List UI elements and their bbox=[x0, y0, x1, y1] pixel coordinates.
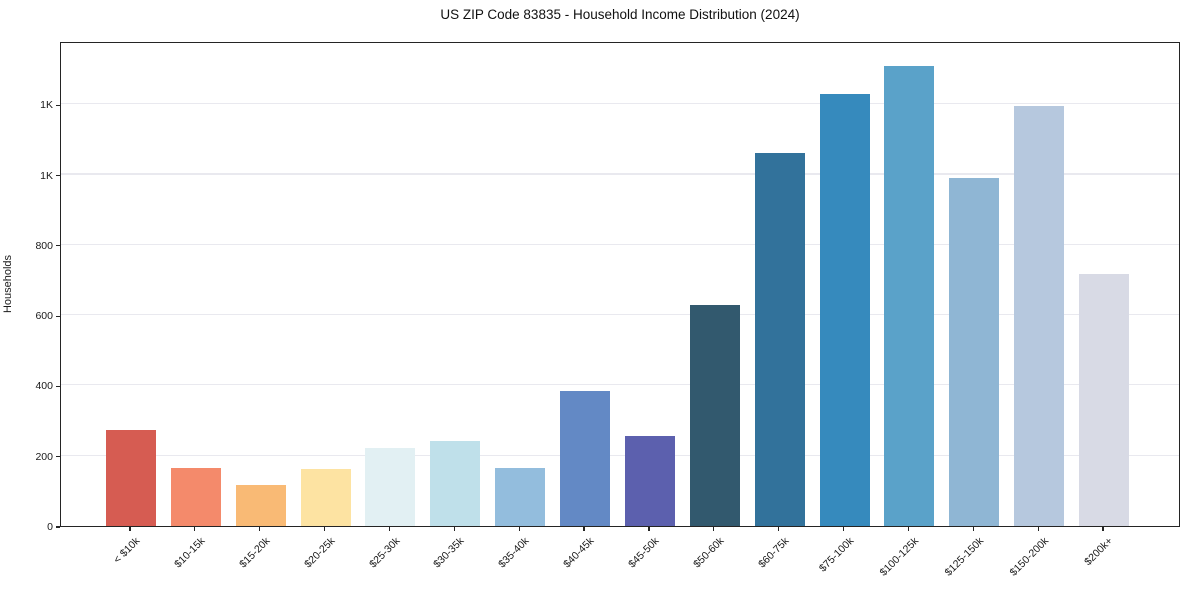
x-tick-label: $10-15k bbox=[172, 535, 208, 571]
x-tick-mark bbox=[648, 527, 650, 531]
gridline bbox=[61, 384, 1179, 386]
bar-$150-200k bbox=[1014, 105, 1065, 526]
y-tick-mark bbox=[56, 315, 60, 317]
x-tick-mark bbox=[778, 527, 780, 531]
x-tick-label: $125-150k bbox=[942, 535, 986, 579]
chart-title: US ZIP Code 83835 - Household Income Dis… bbox=[440, 7, 800, 22]
x-tick-label: $45-50k bbox=[626, 535, 662, 571]
x-tick-label: < $10k bbox=[111, 535, 143, 566]
x-tick-mark bbox=[713, 527, 715, 531]
gridline bbox=[61, 313, 1179, 316]
x-tick-label: $15-20k bbox=[236, 535, 273, 571]
bar-$60-75k bbox=[754, 152, 805, 526]
y-tick-label: 1K bbox=[40, 169, 53, 182]
bar-$100-125k bbox=[884, 65, 935, 526]
y-tick-label: 1K bbox=[40, 99, 53, 112]
x-tick-mark bbox=[324, 527, 326, 531]
x-tick-label: $30-35k bbox=[431, 535, 467, 571]
plot-inner bbox=[61, 43, 1179, 526]
y-tick-label: 200 bbox=[35, 450, 53, 463]
y-tick-mark bbox=[56, 104, 60, 106]
x-tick-mark bbox=[194, 527, 196, 531]
bar-$75-100k bbox=[819, 94, 870, 526]
y-tick-mark bbox=[56, 526, 60, 528]
x-tick-mark bbox=[583, 527, 585, 531]
x-tick-mark bbox=[388, 527, 391, 531]
x-tick-label: $150-200k bbox=[1007, 535, 1051, 579]
gridline bbox=[61, 454, 1179, 456]
bar-$125-150k bbox=[949, 178, 1000, 526]
x-tick-label: $100-125k bbox=[877, 535, 921, 579]
x-tick-mark bbox=[1102, 527, 1104, 531]
x-tick-mark bbox=[842, 527, 845, 531]
bar-$15-20k bbox=[235, 484, 286, 526]
x-tick-mark bbox=[259, 527, 261, 531]
x-tick-label: $200k+ bbox=[1082, 535, 1116, 569]
bar-$45-50k bbox=[624, 436, 675, 526]
y-tick-mark bbox=[56, 456, 60, 458]
x-tick-label: $20-25k bbox=[301, 535, 338, 571]
x-tick-label: $75-100k bbox=[816, 535, 857, 575]
x-tick-mark bbox=[518, 527, 520, 531]
x-tick-mark bbox=[453, 527, 455, 531]
y-tick-mark bbox=[56, 174, 60, 177]
x-tick-label: $50-60k bbox=[690, 535, 727, 571]
x-tick-label: $60-75k bbox=[755, 535, 792, 571]
bar-$40-45k bbox=[560, 391, 611, 526]
x-tick-mark bbox=[972, 527, 974, 531]
y-tick-label: 400 bbox=[35, 380, 53, 393]
bar-$30-35k bbox=[430, 440, 481, 526]
bar-$10-15k bbox=[170, 467, 221, 526]
y-tick-label: 800 bbox=[35, 239, 53, 252]
bar-$50-60k bbox=[689, 305, 740, 526]
gridline bbox=[61, 243, 1179, 245]
gridline bbox=[61, 103, 1179, 105]
bar-$25-30k bbox=[365, 448, 416, 526]
bar-< $10k bbox=[106, 430, 156, 526]
plot-area bbox=[60, 42, 1180, 527]
x-tick-label: $35-40k bbox=[496, 535, 532, 571]
y-tick-label: 0 bbox=[47, 521, 53, 533]
x-tick-mark bbox=[1037, 527, 1039, 531]
y-tick-mark bbox=[56, 245, 60, 247]
x-tick-mark bbox=[907, 527, 909, 531]
y-tick-mark bbox=[56, 385, 60, 387]
bar-$200k+ bbox=[1079, 274, 1129, 526]
bar-$35-40k bbox=[495, 467, 546, 526]
x-tick-label: $40-45k bbox=[561, 535, 597, 571]
y-tick-label: 600 bbox=[35, 310, 53, 323]
x-tick-label: $25-30k bbox=[366, 535, 402, 571]
gridline bbox=[61, 173, 1179, 175]
x-tick-mark bbox=[129, 527, 131, 531]
bar-$20-25k bbox=[300, 469, 351, 526]
